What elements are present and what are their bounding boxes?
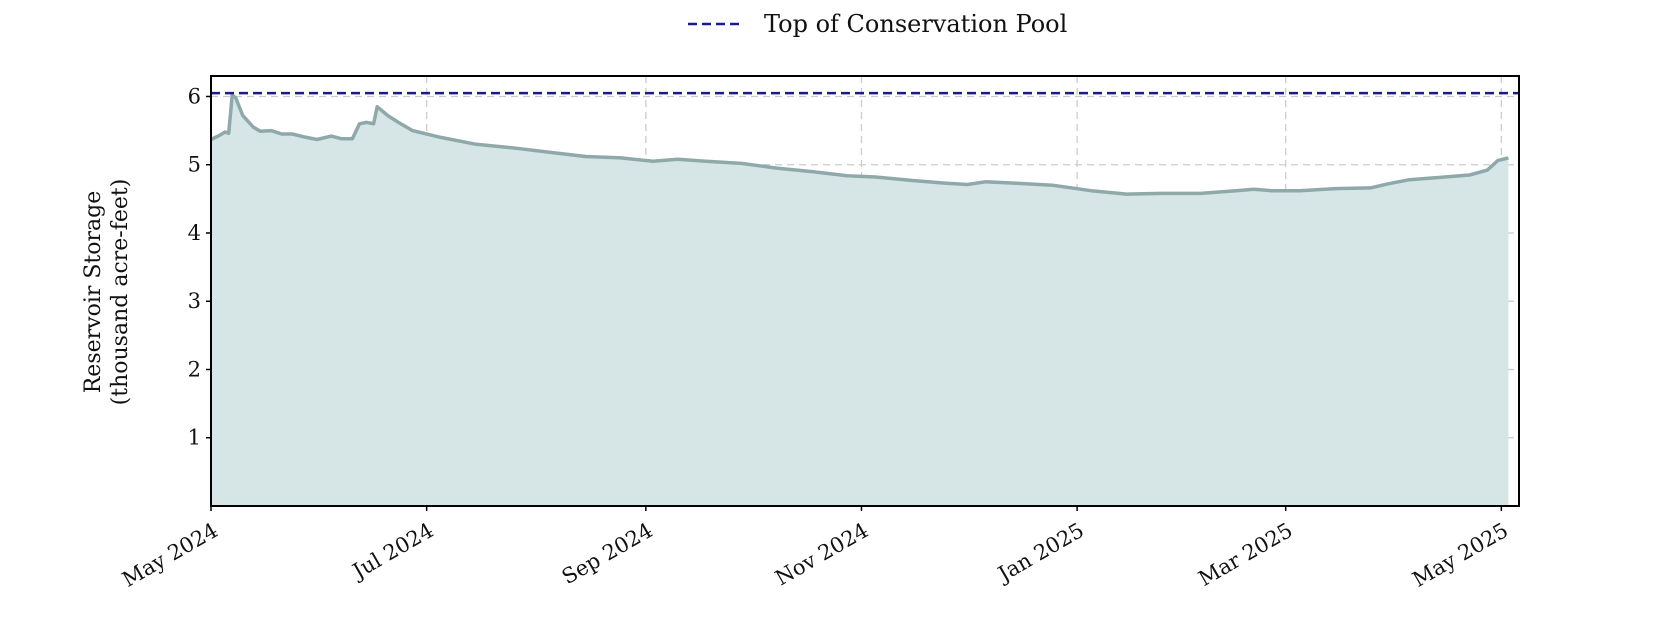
- y-axis-label-line1: Reservoir Storage: [81, 191, 106, 394]
- y-tick-label-1: 2: [188, 357, 201, 381]
- y-axis-ticks: 1 2 3 4 5 6: [188, 84, 211, 450]
- x-tick-label-5: Mar 2025: [1194, 518, 1296, 591]
- y-tick-label-3: 4: [188, 221, 201, 245]
- y-tick-label-0: 1: [188, 426, 201, 450]
- series-line-0: [210, 93, 1509, 196]
- y-tick-label-4: 5: [188, 153, 201, 177]
- plot-frame: [210, 75, 1520, 507]
- y-axis-label: Reservoir Storage (thousand acre-feet): [81, 179, 133, 406]
- x-tick-label-6: May 2025: [1408, 518, 1512, 592]
- x-tick-label-3: Nov 2024: [771, 518, 872, 590]
- x-tick-label-2: Sep 2024: [558, 518, 657, 589]
- legend-label-conservation-pool: Top of Conservation Pool: [764, 10, 1067, 38]
- y-axis-label-line2: (thousand acre-feet): [108, 179, 133, 406]
- series-area-0: [211, 95, 1509, 506]
- x-axis-ticks: May 2024 Jul 2024 Sep 2024 Nov 2024 Jan 2025…: [118, 506, 1512, 592]
- x-tick-label-4: Jan 2025: [992, 518, 1088, 587]
- series-group: [210, 93, 1509, 506]
- x-tick-label-0: May 2024: [118, 518, 222, 592]
- x-tick-label-1: Jul 2024: [347, 518, 438, 584]
- legend: Top of Conservation Pool: [688, 10, 1067, 38]
- y-tick-label-5: 6: [188, 84, 201, 108]
- y-tick-label-2: 3: [188, 289, 201, 313]
